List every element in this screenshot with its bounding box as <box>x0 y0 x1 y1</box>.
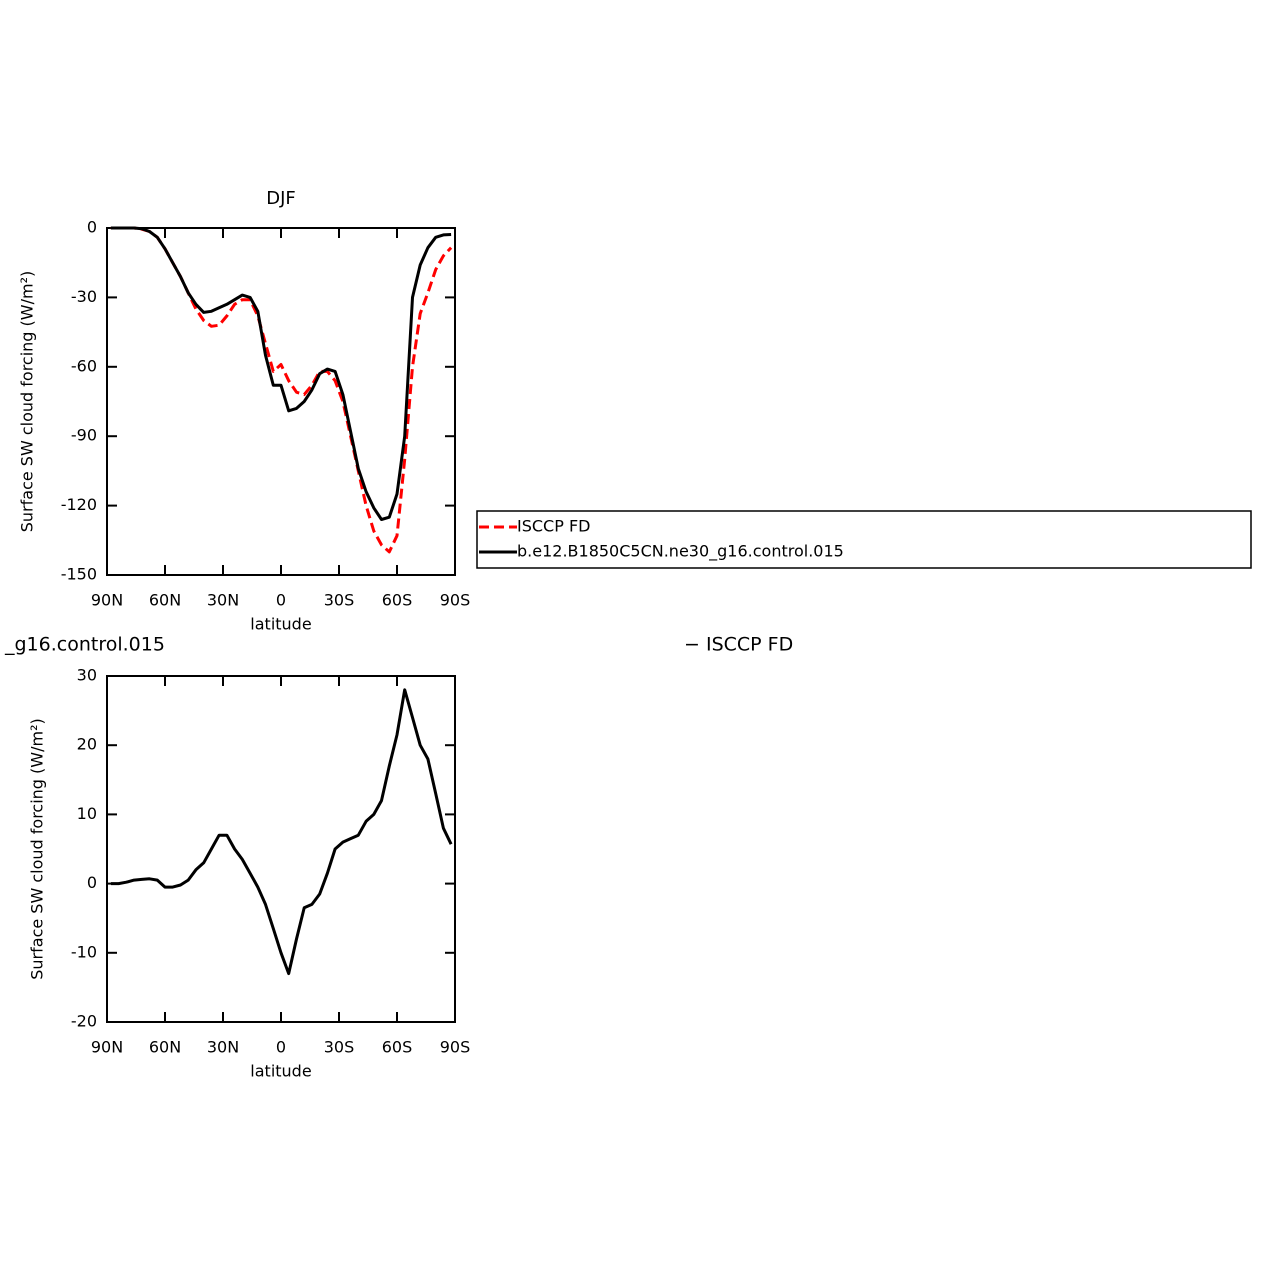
legend-box <box>476 510 1252 569</box>
series-line <box>110 226 452 521</box>
chart-title-right: − ISCCP FD <box>684 634 793 656</box>
chart-title: DJF <box>266 188 296 209</box>
y-tick-label: -60 <box>71 356 97 375</box>
x-tick-label: 60N <box>149 1038 181 1057</box>
x-tick-label: 60S <box>382 591 413 610</box>
x-tick-label: 60N <box>149 591 181 610</box>
x-tick-label: 90S <box>440 591 471 610</box>
legend-label: ISCCP FD <box>517 517 590 536</box>
y-tick-label: 0 <box>87 218 97 237</box>
y-tick-label: -90 <box>71 426 97 445</box>
x-tick-label: 90S <box>440 1038 471 1057</box>
series-line <box>110 688 453 976</box>
x-tick-label: 0 <box>276 591 286 610</box>
y-axis-label: Surface SW cloud forcing (W/m²) <box>18 271 37 532</box>
x-axis-label: latitude <box>250 615 311 634</box>
legend-label: b.e12.B1850C5CN.ne30_g16.control.015 <box>517 542 844 562</box>
y-tick-label: 20 <box>77 735 97 754</box>
x-tick-label: 90N <box>91 591 123 610</box>
y-tick-label: 10 <box>77 804 97 823</box>
x-tick-label: 0 <box>276 1038 286 1057</box>
x-axis-label: latitude <box>250 1062 311 1081</box>
y-tick-label: -10 <box>71 942 97 961</box>
y-tick-label: 0 <box>87 873 97 892</box>
y-tick-label: -20 <box>71 1012 97 1031</box>
y-tick-label: -150 <box>61 565 97 584</box>
x-tick-label: 30N <box>207 591 239 610</box>
plot-frame <box>106 227 456 576</box>
plot-frame <box>106 675 456 1023</box>
y-axis-label: Surface SW cloud forcing (W/m²) <box>28 718 47 979</box>
x-tick-label: 30S <box>324 591 355 610</box>
y-tick-label: -120 <box>61 495 97 514</box>
y-tick-label: -30 <box>71 287 97 306</box>
x-tick-label: 30S <box>324 1038 355 1057</box>
x-tick-label: 90N <box>91 1038 123 1057</box>
chart-title-left: _g16.control.015 <box>4 634 165 656</box>
x-tick-label: 60S <box>382 1038 413 1057</box>
y-tick-label: 30 <box>77 666 97 685</box>
x-tick-label: 30N <box>207 1038 239 1057</box>
